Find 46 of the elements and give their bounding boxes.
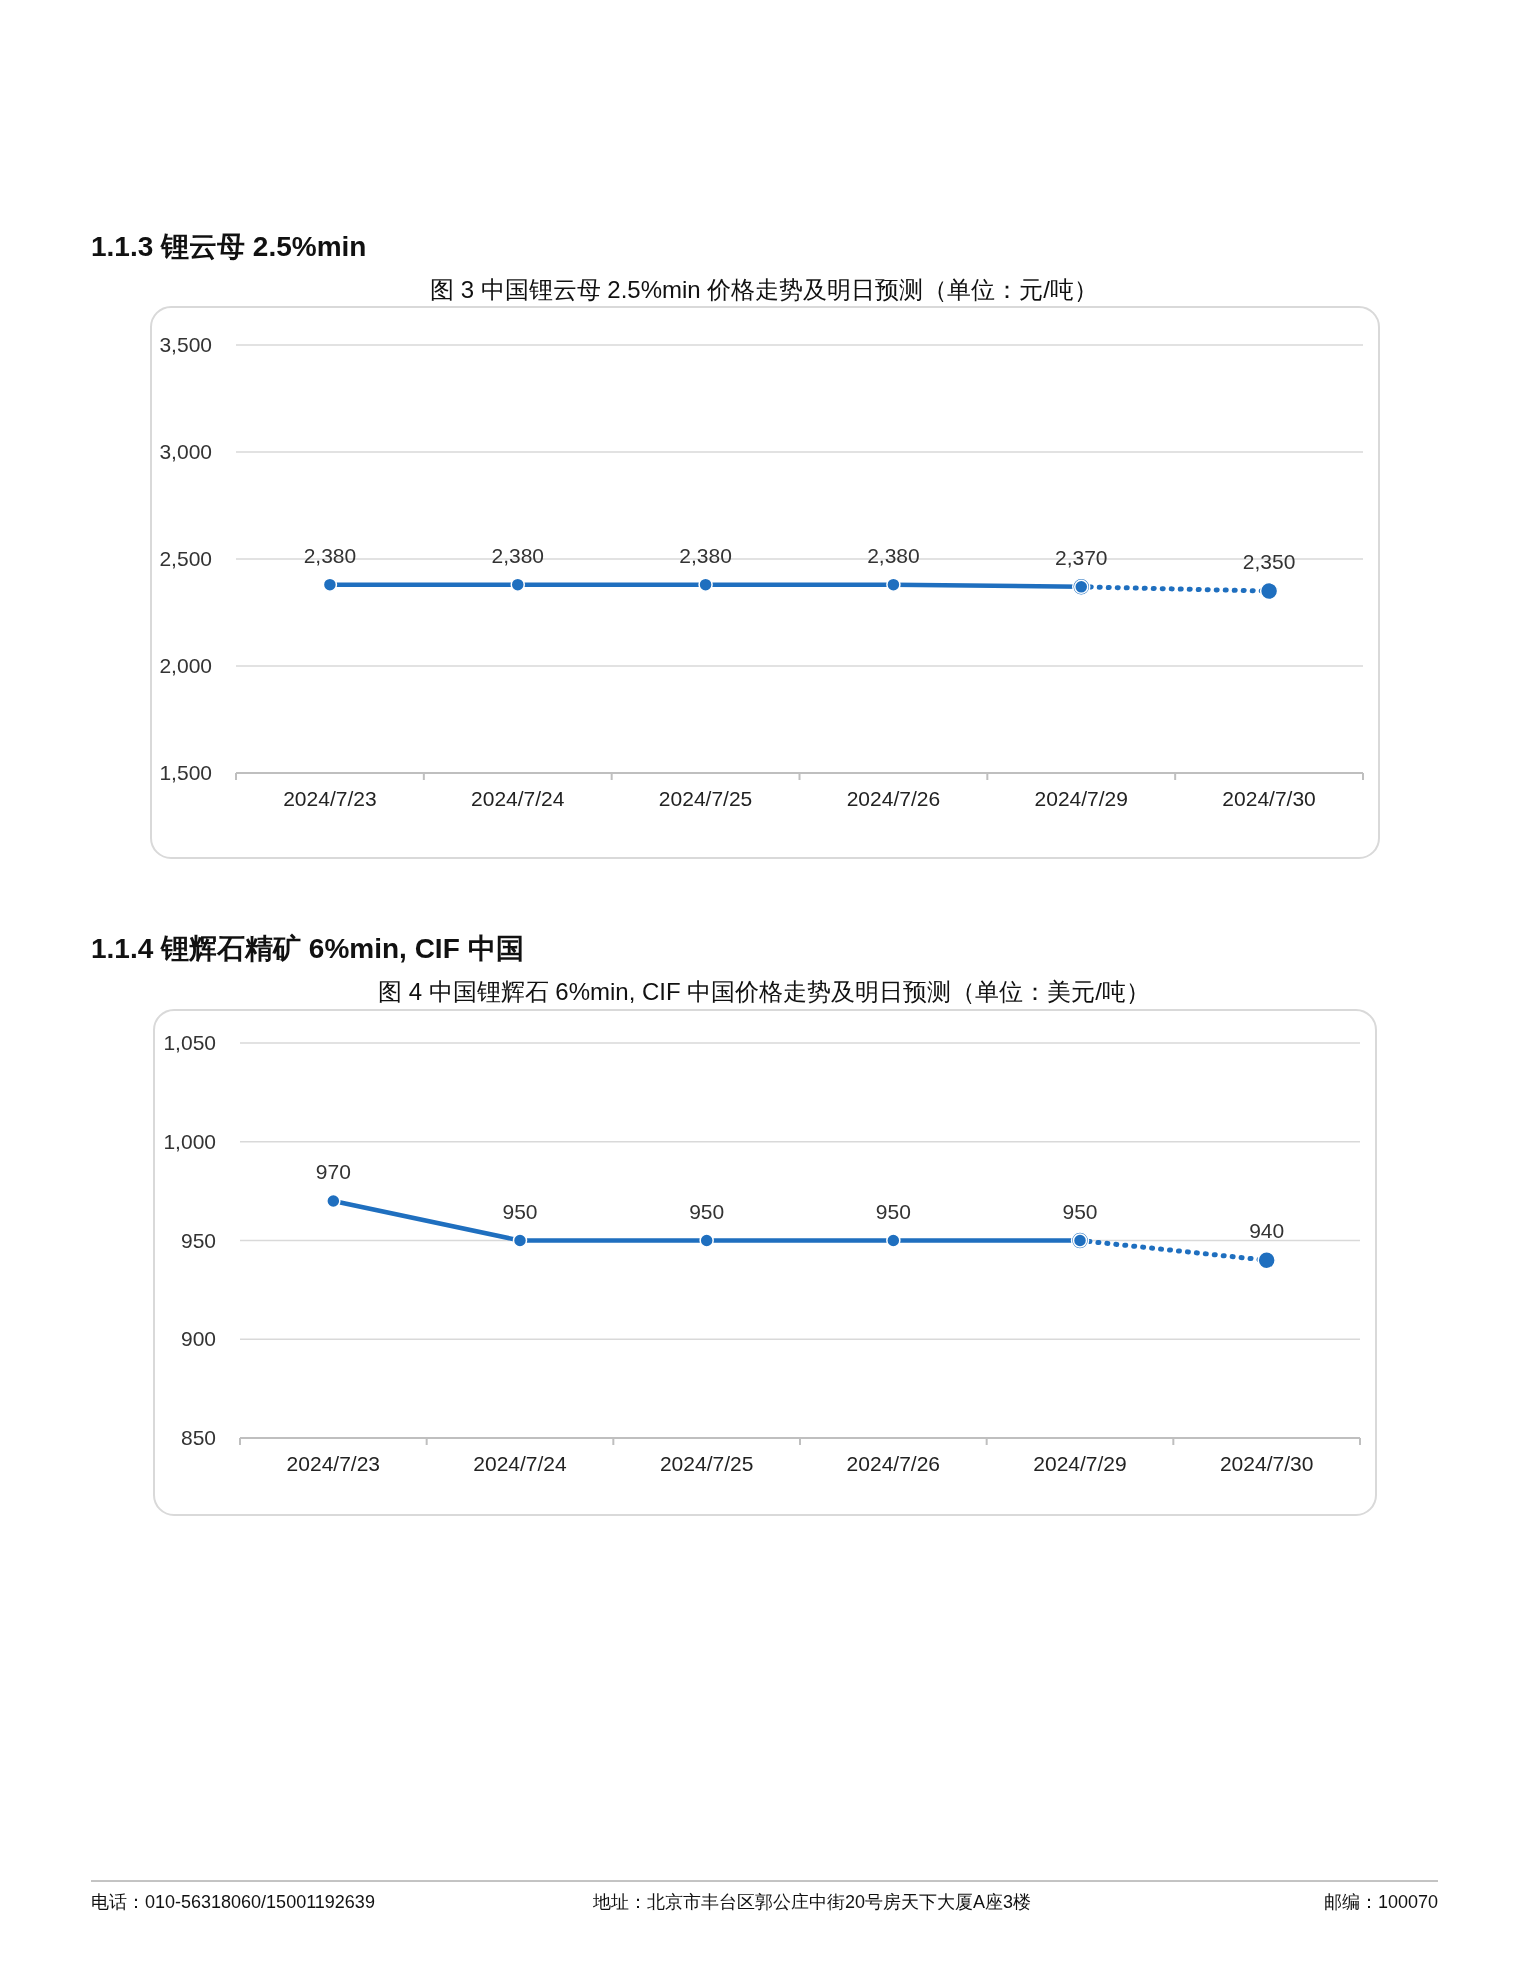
y-tick-label: 3,000 bbox=[159, 440, 212, 463]
point bbox=[699, 1233, 714, 1248]
data-label: 2,380 bbox=[679, 543, 732, 567]
chart-title: 图 3 中国锂云母 2.5%min 价格走势及明日预测（单位：元/吨） bbox=[429, 276, 1099, 303]
y-tick-label: 2,000 bbox=[159, 654, 212, 677]
y-tick-label: 1,500 bbox=[159, 761, 212, 784]
y-tick-label: 900 bbox=[180, 1327, 216, 1351]
text: 邮编：100070 bbox=[1323, 1892, 1438, 1912]
x-tick-label: 2024/7/23 bbox=[286, 1452, 381, 1475]
y-tick-label: 850 bbox=[180, 1426, 216, 1449]
data-label: 2,380 bbox=[303, 543, 357, 567]
x-tick-label: 2024/7/23 bbox=[283, 787, 377, 810]
chart-title: 图 4 中国锂辉石 6%min, CIF 中国价格走势及明日预测（单位：美元/吨） bbox=[377, 978, 1151, 1005]
point bbox=[886, 1233, 901, 1248]
data-label: 950 bbox=[689, 1199, 725, 1223]
y-tick-label: 1,050 bbox=[163, 1031, 216, 1054]
x-tick-label: 2024/7/30 bbox=[1222, 787, 1316, 810]
x-tick-label: 2024/7/24 bbox=[471, 787, 565, 810]
data-label: 2,380 bbox=[491, 543, 545, 567]
x-tick-label: 2024/7/25 bbox=[659, 1452, 754, 1475]
data-label: 2,350 bbox=[1242, 550, 1296, 574]
data-label: 2,380 bbox=[867, 543, 920, 567]
x-tick-label: 2024/7/30 bbox=[1219, 1452, 1314, 1475]
data-label: 950 bbox=[875, 1199, 911, 1223]
x-tick-label: 2024/7/26 bbox=[846, 1452, 941, 1475]
y-tick-label: 950 bbox=[180, 1228, 216, 1252]
data-label: 950 bbox=[1062, 1199, 1098, 1223]
point bbox=[512, 1233, 528, 1248]
data-label: 2,370 bbox=[1054, 545, 1108, 569]
text: 1.1.4 锂辉石精矿 6%min, CIF 中国 bbox=[91, 933, 524, 964]
y-tick-label: 3,500 bbox=[159, 333, 212, 356]
x-tick-label: 2024/7/24 bbox=[473, 1452, 568, 1475]
text: 地址：北京市丰台区郭公庄中街20号房天下大厦A座3楼 bbox=[591, 1892, 1032, 1912]
data-label: 940 bbox=[1249, 1219, 1285, 1243]
text: 电话：010-56318060/15001192639 bbox=[91, 1892, 375, 1912]
x-tick-label: 2024/7/29 bbox=[1034, 787, 1128, 810]
data-label: 970 bbox=[315, 1160, 351, 1183]
text: 1.1.3 锂云母 2.5%min bbox=[91, 231, 367, 262]
x-tick-label: 2024/7/29 bbox=[1033, 1452, 1127, 1475]
y-tick-label: 1,000 bbox=[163, 1129, 216, 1153]
x-tick-label: 2024/7/26 bbox=[846, 787, 941, 810]
y-tick-label: 2,500 bbox=[159, 547, 212, 570]
data-label: 950 bbox=[502, 1199, 538, 1223]
point bbox=[326, 1193, 341, 1209]
x-tick-label: 2024/7/25 bbox=[658, 787, 753, 810]
point bbox=[1257, 1251, 1276, 1270]
